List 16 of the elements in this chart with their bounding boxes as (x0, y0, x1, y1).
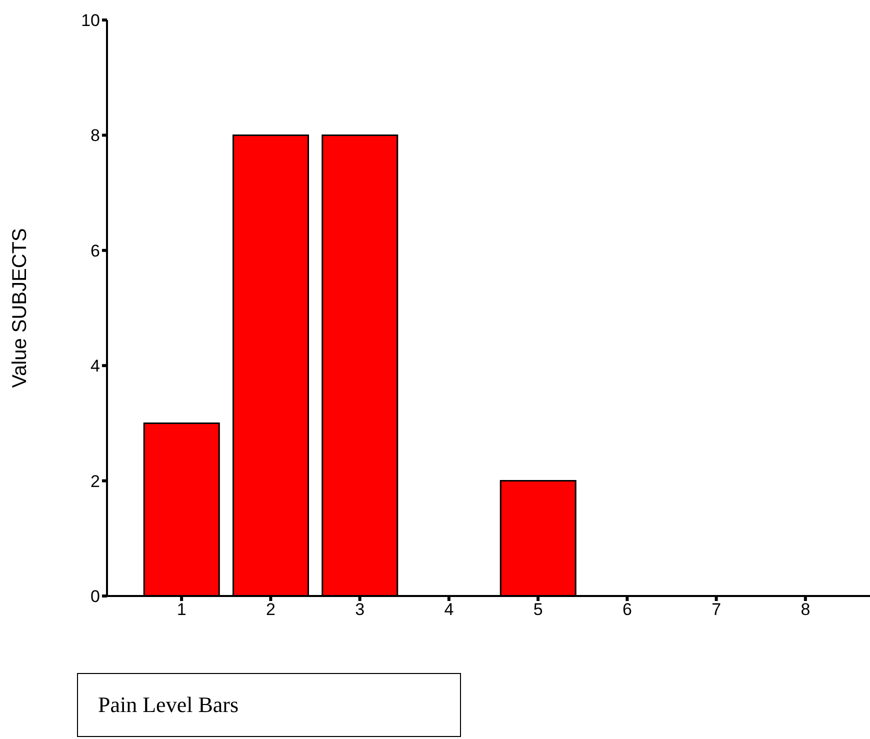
x-tick-label: 5 (533, 600, 543, 620)
y-tick-label: 0 (90, 587, 100, 606)
y-axis-title: Value SUBJECTS (9, 228, 32, 388)
y-tick-label: 10 (81, 11, 100, 30)
x-tick-label: 8 (800, 600, 810, 620)
y-tick-label: 6 (90, 241, 100, 260)
y-tick-label: 4 (90, 356, 100, 376)
x-tick-label: 4 (444, 600, 454, 620)
y-tick-label: 8 (90, 126, 100, 146)
x-tick-label: 1 (176, 600, 186, 620)
x-tick-label: 2 (266, 600, 276, 620)
y-tick-label: 2 (90, 472, 100, 491)
x-tick-label: 3 (355, 600, 365, 620)
x-axis-title: Pain Level Bars (77, 673, 461, 737)
x-tick-label: 7 (712, 600, 722, 620)
x-tick-label: 6 (622, 600, 632, 620)
